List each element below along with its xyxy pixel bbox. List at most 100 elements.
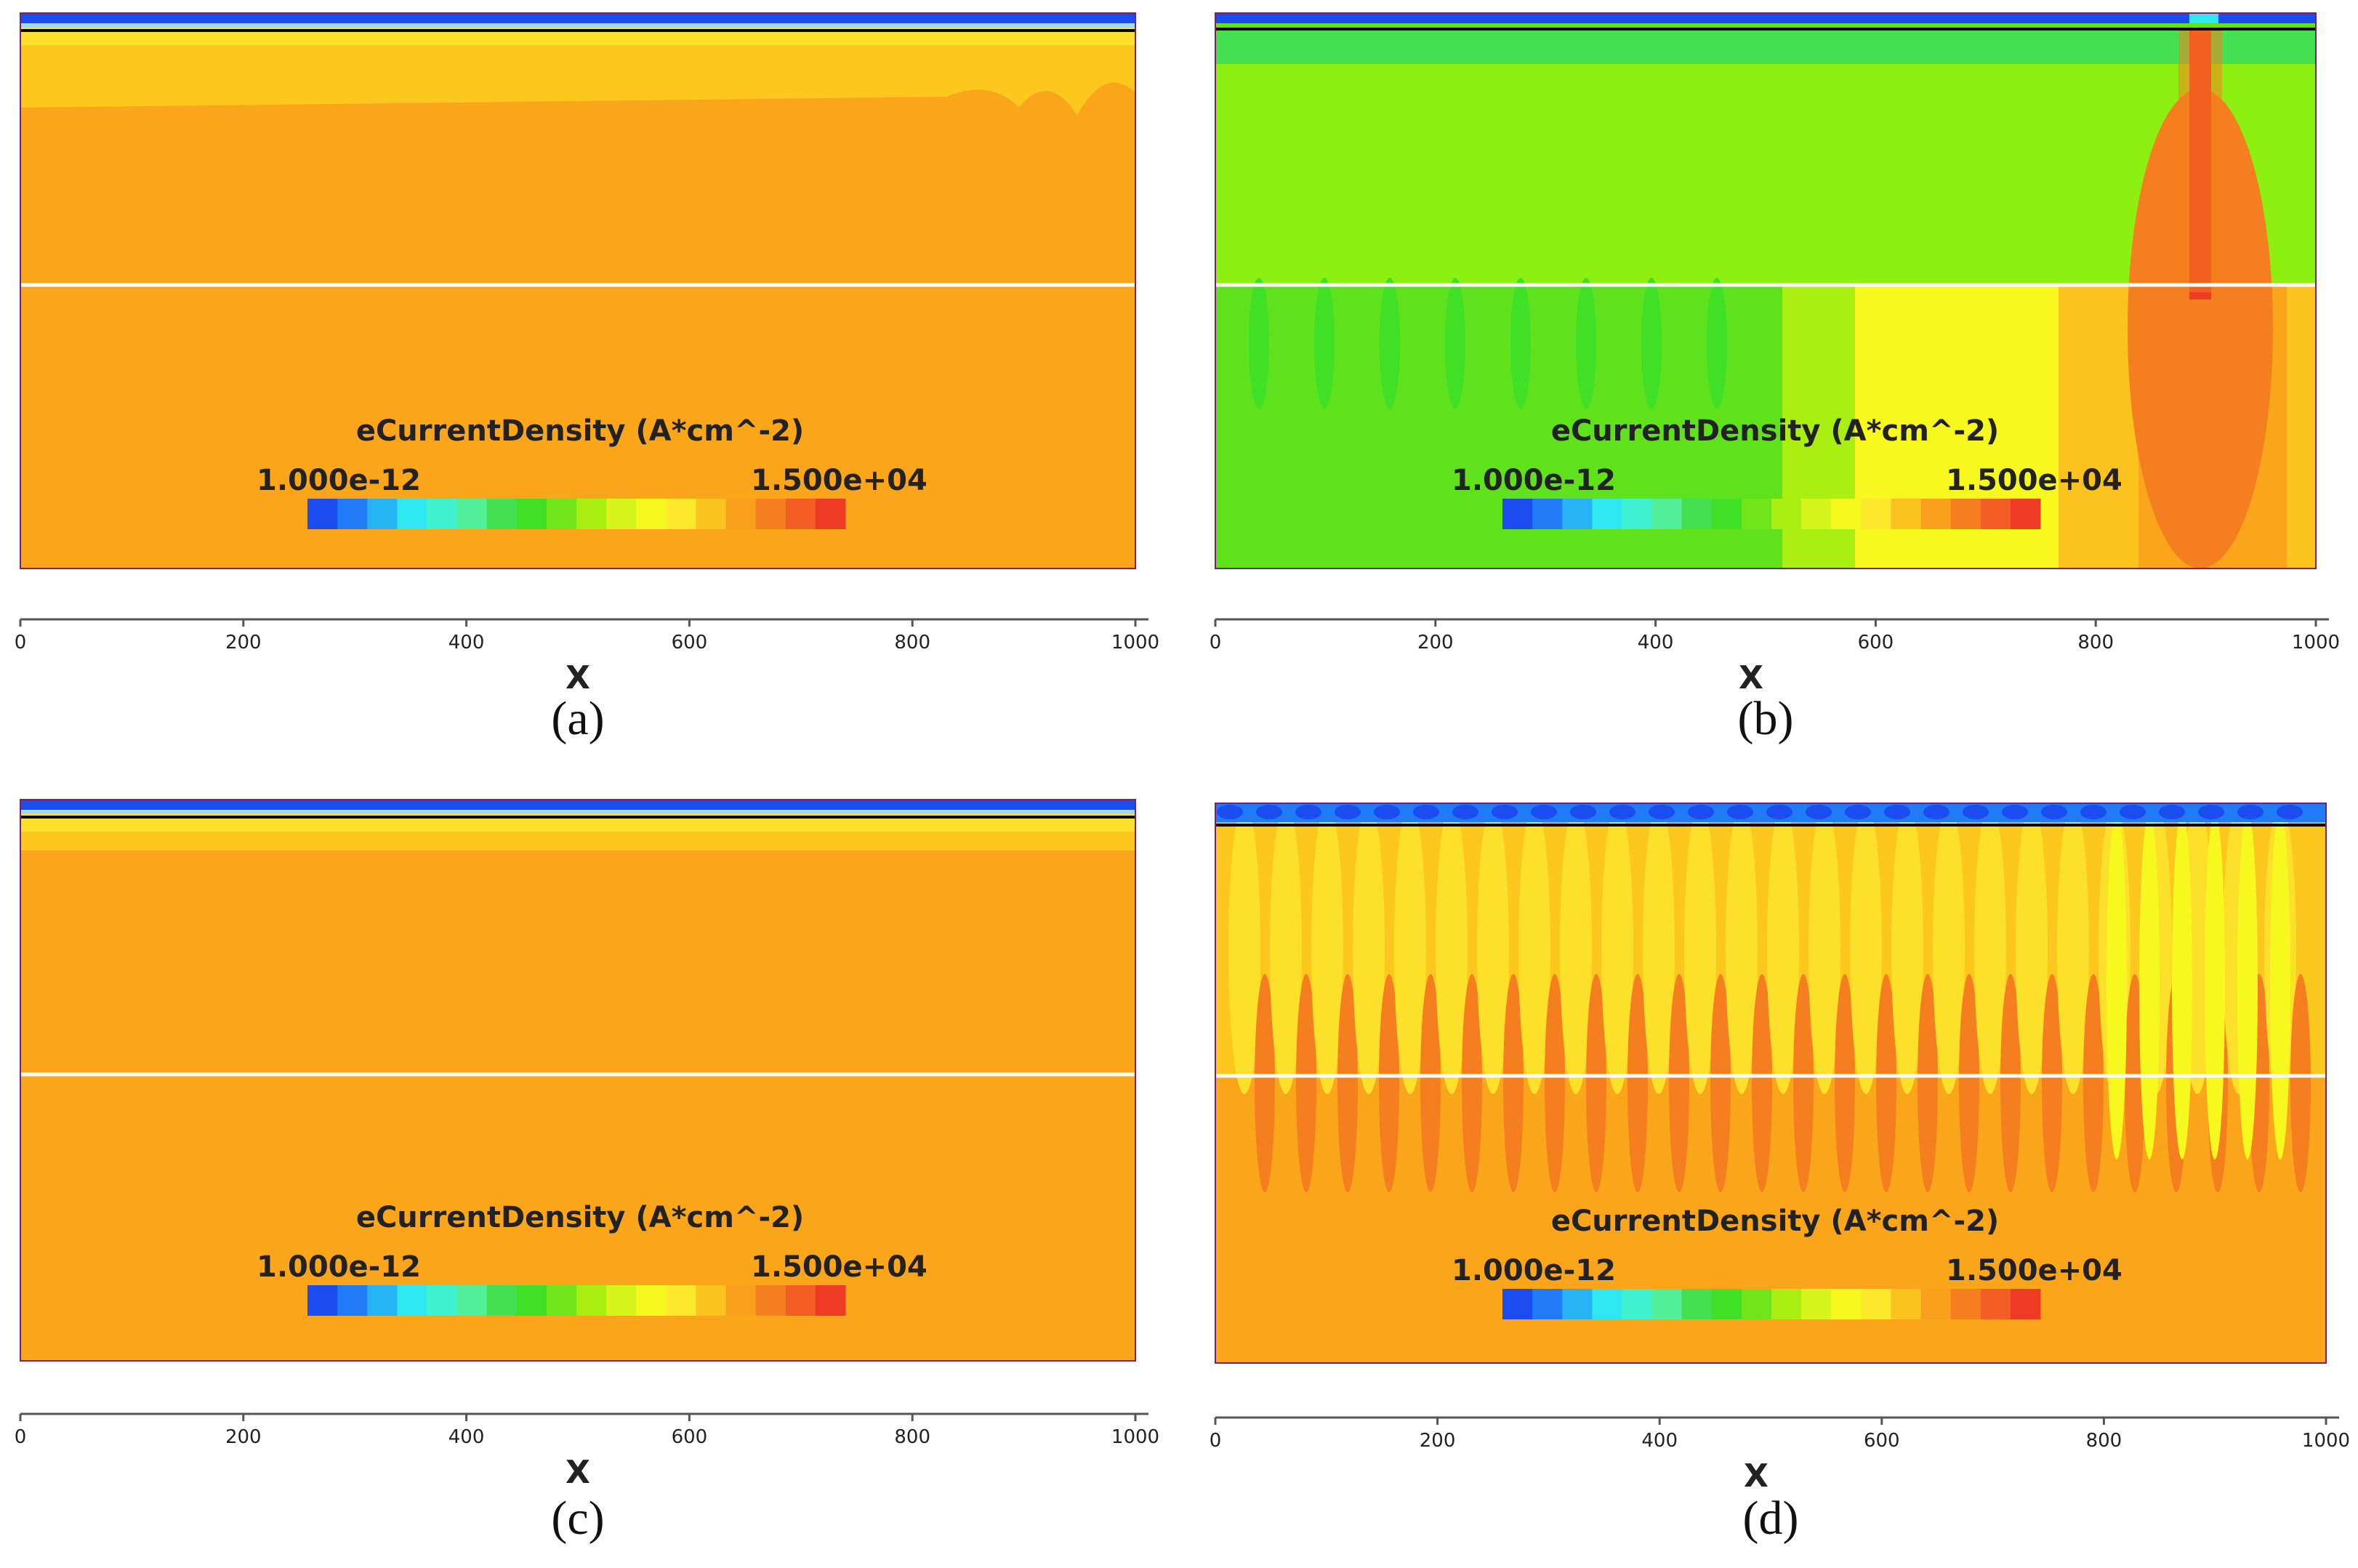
colorbar-segment	[741, 1285, 757, 1316]
colorbar-segment	[322, 1285, 338, 1316]
x-axis: 0 200 400 600 800 1000 X	[15, 1412, 1159, 1491]
panel-d: eCurrentDensity (A*cm^-2) 1.000e-12 1.500e…	[1210, 803, 2350, 1545]
colorbar-segment	[337, 499, 353, 529]
colorbar-segment	[1771, 499, 1787, 529]
bright-finger	[2205, 811, 2225, 1159]
surface-bead	[2237, 805, 2264, 819]
colorbar-segment	[1637, 499, 1653, 529]
colorbar-segment	[561, 1285, 577, 1316]
colorbar-segment	[442, 499, 458, 529]
colorbar-segment	[1980, 1289, 1996, 1319]
panel-label: (c)	[551, 1492, 604, 1545]
colorbar-segment	[516, 499, 532, 529]
surface-strip-light	[20, 23, 1135, 28]
colorbar-segment	[666, 1285, 682, 1316]
yellow-finger	[1850, 803, 1882, 1094]
colorbar-min-label: 1.000e-12	[1452, 1254, 1616, 1287]
colorbar-segment	[2010, 499, 2026, 529]
colorbar-segment	[725, 1285, 741, 1316]
orange-finger	[1835, 974, 1855, 1192]
colorbar-segment	[1502, 499, 1518, 529]
colorbar-segment	[427, 1285, 443, 1316]
orange-finger	[1296, 974, 1316, 1192]
surface-strip	[1215, 13, 2316, 23]
colorbar-segment	[680, 499, 696, 529]
x-tick-label: 800	[894, 632, 930, 654]
colorbar-segment	[502, 499, 518, 529]
colorbar-segment	[322, 499, 338, 529]
colorbar-max-label: 1.500e+04	[1946, 1254, 2122, 1287]
yellow-finger	[1933, 803, 1965, 1094]
surface-bead	[1766, 805, 1792, 819]
orange-finger	[1918, 974, 1938, 1192]
x-tick-label: 1000	[2292, 632, 2340, 654]
colorbar-segment	[755, 1285, 771, 1316]
colorbar-segment	[666, 499, 682, 529]
yellow-finger	[1601, 803, 1633, 1094]
colorbar-segment	[636, 499, 652, 529]
colorbar-segment	[307, 499, 323, 529]
colorbar-segment	[1920, 1289, 1936, 1319]
colorbar-segment	[815, 499, 831, 529]
orange-finger	[2000, 974, 2021, 1192]
yellow-finger	[1311, 803, 1343, 1094]
surface-bead	[2159, 805, 2185, 819]
colorbar-segment	[696, 1285, 712, 1316]
colorbar-segment	[725, 499, 741, 529]
colorbar-segment	[1592, 499, 1608, 529]
colorbar-segment	[352, 499, 368, 529]
plot-frame	[20, 799, 1136, 1362]
surface-bead	[1413, 805, 1439, 819]
x-tick-label: 400	[448, 1426, 485, 1448]
surface-bead	[1256, 805, 1282, 819]
colorbar	[1502, 499, 2041, 529]
bright-finger	[2237, 811, 2258, 1159]
colorbar-segment	[486, 1285, 502, 1316]
colorbar-segment	[546, 1285, 562, 1316]
x-tick-label: 400	[448, 632, 485, 654]
colorbar-segment	[1965, 1289, 1981, 1319]
colorbar-segment	[1831, 499, 1847, 529]
colorbar-segment	[1532, 1289, 1548, 1319]
x-tick-label: 1000	[1111, 632, 1159, 654]
colorbar-segment	[1651, 499, 1667, 529]
x-tick-label: 200	[225, 632, 262, 654]
colorbar-segment	[352, 1285, 368, 1316]
colorbar-segment	[1861, 499, 1877, 529]
panel-label: (a)	[551, 692, 604, 745]
yellow-finger	[1891, 803, 1923, 1094]
colorbar-segment	[456, 1285, 472, 1316]
colorbar-segment	[1801, 1289, 1817, 1319]
colorbar-segment	[1936, 499, 1952, 529]
orange-finger	[2290, 974, 2311, 1192]
surface-strip	[20, 13, 1135, 23]
colorbar-segment	[411, 1285, 427, 1316]
plot-frame	[20, 12, 1136, 569]
colorbar-segment	[606, 1285, 622, 1316]
colorbar-segment	[2010, 1289, 2026, 1319]
surface-bead	[2080, 805, 2106, 819]
yellow-finger	[1684, 803, 1716, 1094]
colorbar-segment	[546, 499, 562, 529]
x-tick-label: 200	[1420, 1430, 1456, 1452]
yellow-finger	[1974, 803, 2006, 1094]
colorbar-segment	[785, 1285, 801, 1316]
plot-background	[20, 13, 1135, 568]
yellow-finger	[1767, 803, 1799, 1094]
surface-bead	[2041, 805, 2067, 819]
surface-bead	[1806, 805, 1832, 819]
colorbar-segment	[651, 1285, 667, 1316]
yellow-finger	[1518, 803, 1550, 1094]
colorbar-segment	[531, 1285, 547, 1316]
colorbar-segment	[1667, 1289, 1683, 1319]
colorbar-segment	[696, 499, 712, 529]
colorbar-segment	[1906, 499, 1922, 529]
surface-bead	[2277, 805, 2303, 819]
colorbar-segment	[1950, 1289, 1966, 1319]
colorbar	[1502, 1289, 2041, 1319]
colorbar-max-label: 1.500e+04	[751, 464, 927, 497]
colorbar	[307, 1285, 846, 1316]
colorbar-segment	[621, 1285, 637, 1316]
colorbar-segment	[1831, 1289, 1847, 1319]
colorbar-segment	[741, 499, 757, 529]
